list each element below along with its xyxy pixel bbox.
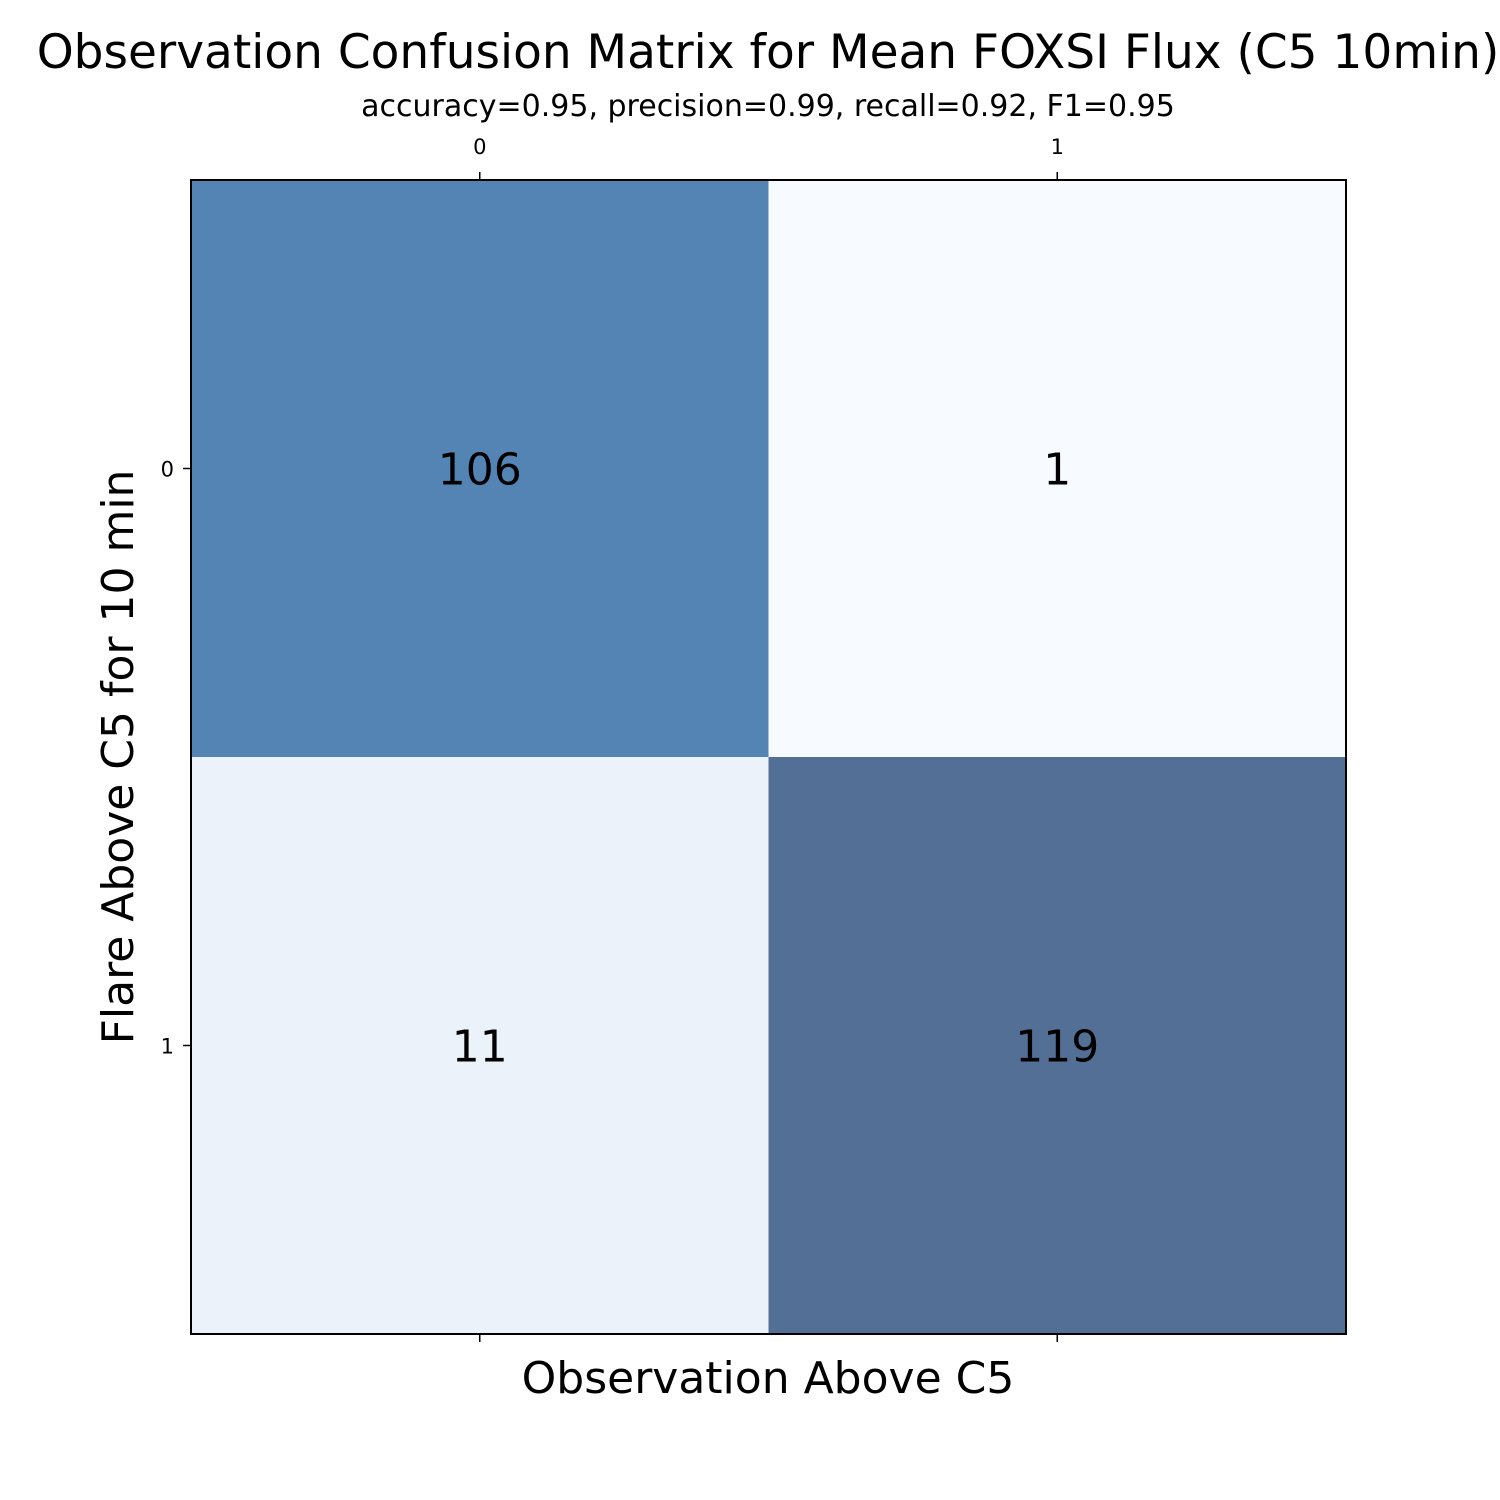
cell-value-0-1: 1	[1043, 445, 1071, 496]
x-tick-label-1: 1	[1051, 135, 1064, 159]
chart-subtitle: accuracy=0.95, precision=0.99, recall=0.…	[361, 89, 1175, 124]
x-axis-label: Observation Above C5	[522, 1353, 1015, 1404]
x-tick-label-0: 0	[473, 135, 486, 159]
heatmap-cell-1-0	[191, 757, 769, 1334]
plot-frame	[190, 179, 1347, 1335]
heatmap-cell-0-1	[768, 180, 1346, 757]
y-tick-label-0: 0	[161, 458, 174, 482]
chart-title: Observation Confusion Matrix for Mean FO…	[37, 25, 1500, 80]
axis-ticks: 0 1 0 1	[161, 135, 1064, 1342]
cell-value-0-0: 106	[438, 445, 522, 496]
heatmap-cell-1-1	[768, 757, 1346, 1334]
heatmap-cell-0-0	[191, 180, 769, 757]
y-axis-label: Flare Above C5 for 10 min	[93, 470, 144, 1045]
cell-value-1-0: 11	[452, 1022, 508, 1073]
y-tick-label-1: 1	[161, 1035, 174, 1059]
cell-value-1-1: 119	[1015, 1022, 1099, 1073]
heatmap-cell-labels: 106 111 119	[438, 445, 1099, 1073]
heatmap-cells	[191, 180, 1346, 1334]
